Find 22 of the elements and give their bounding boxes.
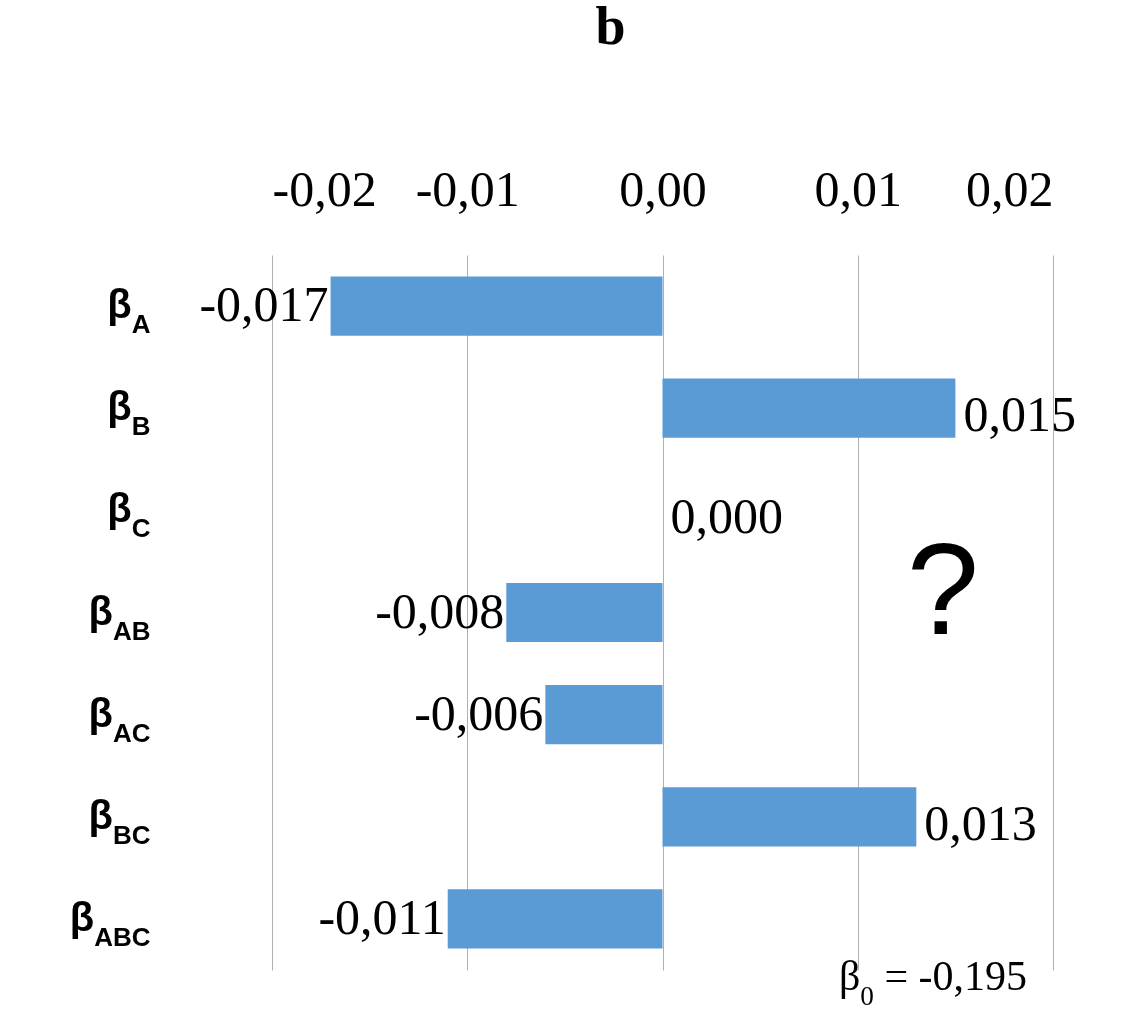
data-label: -0,017 (199, 276, 329, 333)
y-tick-label: β$_{B}$ (107, 384, 151, 442)
data-label: 0,000 (670, 488, 783, 545)
chart-title: b (595, 0, 626, 56)
data-label: -0,011 (318, 888, 446, 945)
x-tick-label: 0,01 (814, 160, 902, 217)
data-label: 0,013 (924, 794, 1037, 851)
data-label: -0,006 (414, 684, 544, 741)
x-tick-label: -0,01 (415, 160, 520, 217)
y-tick-label: β$_{C}$ (107, 486, 151, 544)
y-tick-label: β$_{AB}$ (88, 588, 151, 646)
data-label: 0,015 (963, 386, 1076, 443)
x-tick-label: 0,00 (619, 160, 707, 217)
annotation: β$_{0}$ = -0,195 (838, 953, 1028, 1011)
x-tick-label: -0,02 (272, 160, 377, 217)
y-tick-label: β$_{A}$ (107, 282, 151, 340)
annotation: ? (906, 516, 980, 662)
data-label: -0,008 (375, 582, 505, 639)
y-tick-label: β$_{BC}$ (88, 792, 151, 850)
y-tick-label: β$_{ABC}$ (69, 894, 151, 952)
y-tick-label: β$_{AC}$ (88, 690, 151, 748)
x-tick-label: 0,02 (966, 160, 1054, 217)
